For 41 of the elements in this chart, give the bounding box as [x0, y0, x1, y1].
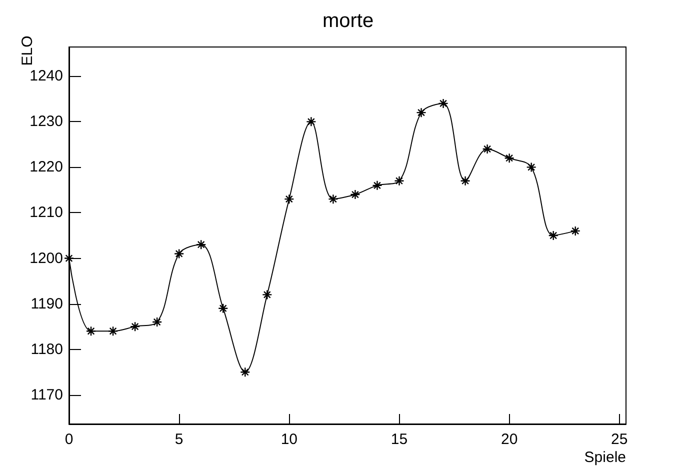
x-tick-label: 5: [174, 431, 184, 448]
x-axis-title: Spiele: [584, 449, 626, 466]
chart-title: morte: [322, 10, 374, 32]
y-tick-label: 1190: [30, 295, 63, 312]
point: [350, 189, 360, 200]
point: [240, 366, 250, 378]
point: [438, 98, 448, 109]
point: [64, 253, 74, 264]
y-tick-label: 1220: [30, 158, 63, 176]
point: [372, 180, 382, 191]
point: [108, 326, 118, 336]
point: [526, 162, 536, 172]
y-axis-title: ELO: [19, 36, 36, 66]
point: [416, 107, 426, 118]
point: [152, 316, 162, 328]
point: [174, 248, 184, 259]
x-tick-label: 20: [500, 431, 518, 448]
point: [196, 240, 206, 250]
point: [262, 290, 272, 300]
point: [306, 116, 316, 127]
point: [548, 230, 558, 241]
point: [394, 176, 404, 186]
x-tick-label: 0: [64, 431, 74, 448]
point: [218, 303, 228, 314]
x-tick-label: 25: [611, 431, 628, 448]
y-tick-label: 1230: [30, 113, 63, 130]
y-tick-label: 1200: [30, 250, 63, 267]
point: [570, 226, 580, 236]
point: [86, 326, 96, 336]
y-tick-label: 1210: [30, 204, 63, 222]
point: [460, 176, 470, 186]
point: [284, 194, 294, 204]
x-tick-label: 10: [280, 431, 298, 448]
x-tick-label: 15: [390, 431, 408, 448]
y-tick-label: 1180: [30, 340, 63, 358]
point: [482, 144, 492, 154]
y-tick-label: 1170: [30, 386, 63, 404]
point: [504, 152, 514, 164]
point: [328, 194, 338, 204]
y-tick-label: 1240: [30, 68, 63, 85]
point: [130, 321, 140, 332]
